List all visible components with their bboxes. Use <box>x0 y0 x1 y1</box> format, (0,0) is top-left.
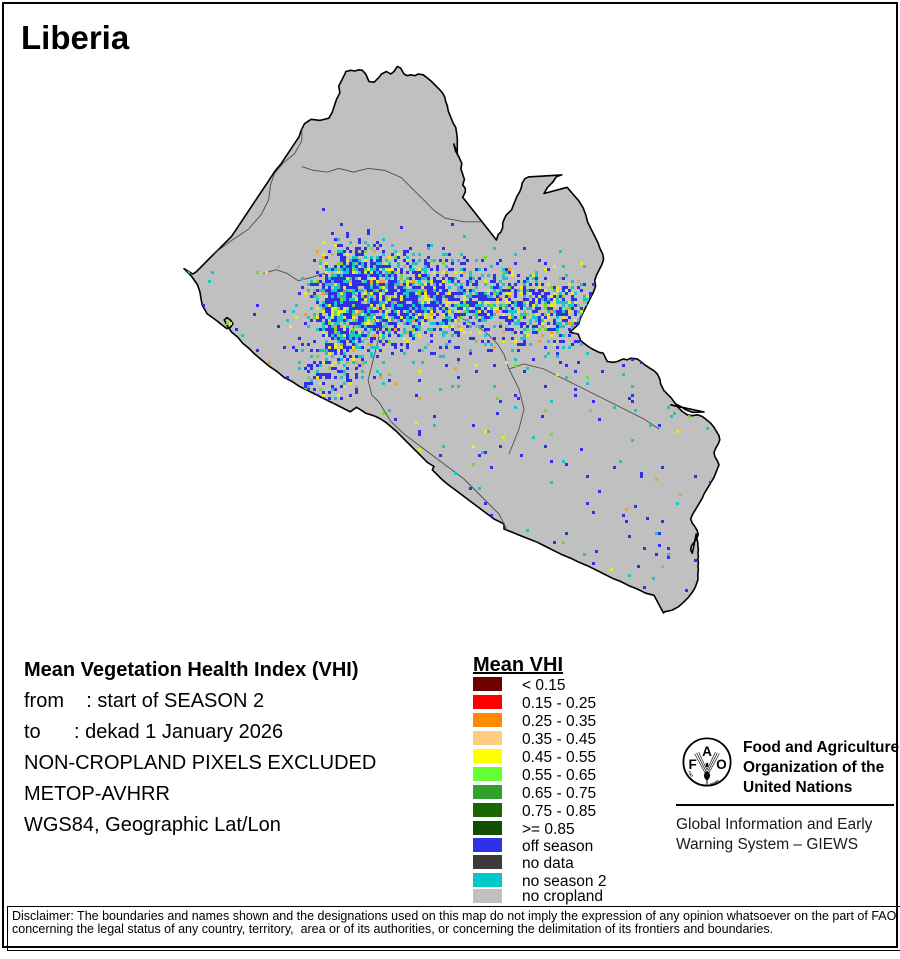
svg-text:A: A <box>702 744 712 759</box>
svg-text:O: O <box>716 757 727 772</box>
svg-text:F: F <box>688 757 696 772</box>
